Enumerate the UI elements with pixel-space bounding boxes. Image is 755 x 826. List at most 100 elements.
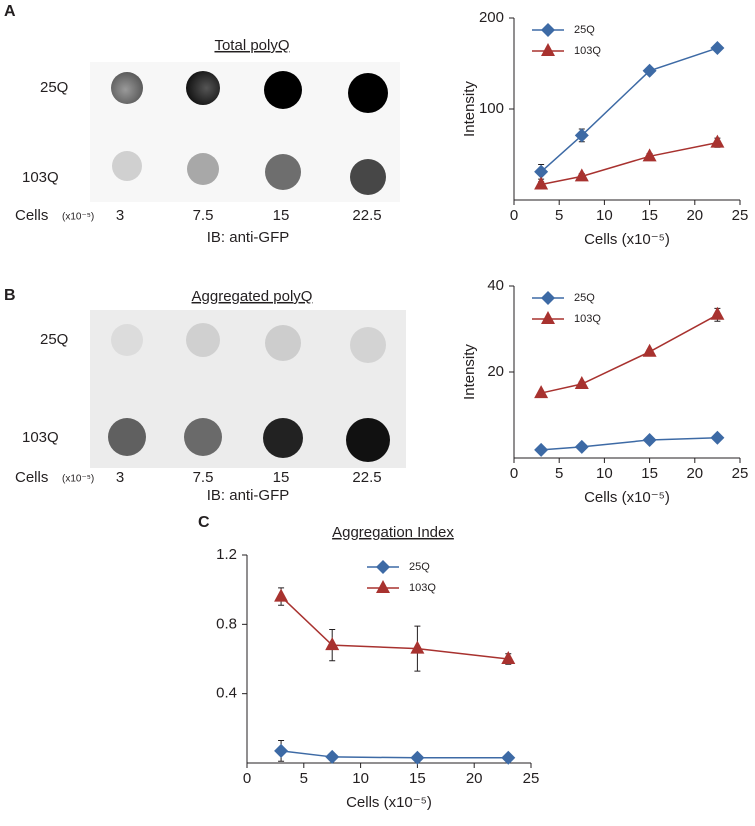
blot-dot — [348, 73, 388, 113]
x-tick-label: 0 — [510, 465, 518, 482]
y-axis-label: Intensity — [461, 344, 478, 400]
marker — [642, 63, 657, 78]
cells-unit: (x10⁻⁵) — [62, 212, 94, 223]
blot-dot — [263, 418, 303, 458]
panel-label: C — [198, 514, 210, 531]
marker — [710, 430, 725, 445]
row-label: 25Q — [40, 331, 68, 348]
legend-label: 103Q — [409, 582, 436, 594]
marker — [534, 176, 549, 190]
legend-label: 25Q — [409, 561, 430, 573]
lane-label: 7.5 — [193, 469, 214, 486]
blot-dot — [111, 324, 143, 356]
legend-label: 25Q — [574, 24, 595, 36]
marker — [274, 743, 289, 758]
row-label: 103Q — [22, 429, 59, 446]
marker — [501, 651, 516, 664]
lane-label: 7.5 — [193, 207, 214, 224]
blot-dot — [184, 418, 222, 456]
marker — [710, 41, 725, 56]
x-tick-label: 20 — [686, 465, 703, 482]
lane-label: 22.5 — [352, 469, 381, 486]
x-tick-label: 10 — [596, 207, 613, 224]
marker — [574, 439, 589, 454]
marker — [642, 148, 657, 162]
legend-label: 25Q — [574, 292, 595, 304]
blot-dot — [186, 323, 220, 357]
marker — [274, 588, 289, 602]
lane-label: 3 — [116, 207, 124, 224]
blot-dot — [112, 151, 142, 181]
lane-label: 22.5 — [352, 207, 381, 224]
x-tick-label: 0 — [510, 207, 518, 224]
marker — [325, 749, 340, 764]
x-axis-label: Cells (x10⁻⁵) — [584, 231, 670, 248]
marker — [541, 43, 555, 56]
blot-dot — [186, 71, 220, 105]
blot-dot — [111, 72, 143, 104]
x-tick-label: 25 — [732, 207, 749, 224]
x-tick-label: 5 — [300, 770, 308, 787]
cells-label: Cells — [15, 207, 48, 224]
x-tick-label: 5 — [555, 207, 563, 224]
marker — [710, 134, 725, 148]
x-tick-label: 20 — [686, 207, 703, 224]
x-axis-label: Cells (x10⁻⁵) — [584, 489, 670, 506]
panel-label: B — [4, 287, 16, 304]
x-tick-label: 25 — [732, 465, 749, 482]
x-tick-label: 5 — [555, 465, 563, 482]
blot-dot — [265, 325, 301, 361]
blot-dot — [187, 153, 219, 185]
y-tick-label: 1.2 — [216, 546, 237, 563]
marker — [541, 311, 555, 324]
series-line — [540, 47, 718, 173]
series-line — [280, 750, 509, 759]
marker — [534, 385, 549, 399]
series-line — [540, 314, 718, 394]
antibody-label: IB: anti-GFP — [207, 487, 290, 504]
marker — [710, 306, 725, 320]
blot-b: Aggregated polyQ 25Q 103Q Cells (x10⁻⁵) … — [15, 288, 406, 504]
marker — [501, 750, 516, 765]
marker — [534, 442, 549, 457]
chart-title: Aggregation Index — [332, 524, 454, 541]
cells-label: Cells — [15, 469, 48, 486]
lane-label: 15 — [273, 207, 290, 224]
legend-label: 103Q — [574, 45, 601, 57]
blot-dot — [346, 418, 390, 462]
y-tick-label: 20 — [487, 363, 504, 380]
row-label: 103Q — [22, 169, 59, 186]
series-line — [541, 437, 718, 451]
blot-dot — [350, 327, 386, 363]
x-tick-label: 10 — [596, 465, 613, 482]
marker — [325, 637, 340, 651]
x-tick-label: 25 — [523, 770, 540, 787]
y-axis-label: Intensity — [461, 81, 478, 137]
x-tick-label: 0 — [243, 770, 251, 787]
x-tick-label: 15 — [641, 465, 658, 482]
marker — [541, 23, 555, 37]
marker — [642, 432, 657, 447]
marker — [642, 343, 657, 357]
y-tick-label: 40 — [487, 277, 504, 294]
blot-a: Total polyQ 25Q 103Q Cells (x10⁻⁵) 3 7.5… — [15, 37, 400, 246]
blot-title: Aggregated polyQ — [192, 288, 313, 305]
blot-dot — [350, 159, 386, 195]
y-tick-label: 200 — [479, 9, 504, 26]
y-tick-label: 0.8 — [216, 615, 237, 632]
row-label: 25Q — [40, 79, 68, 96]
series-line — [280, 596, 509, 660]
series-line — [540, 141, 718, 186]
y-tick-label: 0.4 — [216, 685, 237, 702]
blot-dot — [264, 71, 302, 109]
marker — [376, 560, 390, 574]
x-axis-label: Cells (x10⁻⁵) — [346, 794, 432, 811]
marker — [534, 164, 549, 179]
blot-dot — [265, 154, 301, 190]
marker — [376, 580, 390, 593]
marker — [574, 376, 589, 390]
antibody-label: IB: anti-GFP — [207, 229, 290, 246]
panel-label: A — [4, 3, 16, 20]
lane-label: 15 — [273, 469, 290, 486]
blot-dot — [108, 418, 146, 456]
